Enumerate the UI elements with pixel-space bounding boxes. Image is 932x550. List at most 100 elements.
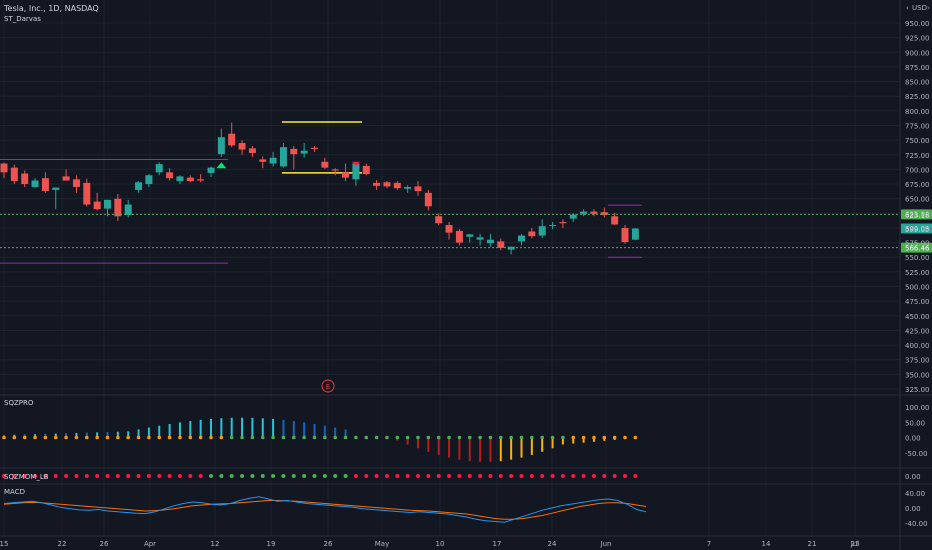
sqzmom-dot xyxy=(12,474,17,478)
candle-body xyxy=(155,164,163,173)
sqzmom-dot xyxy=(198,474,203,478)
sqzmom-dot xyxy=(22,474,27,478)
time-tick-label: May xyxy=(375,540,389,548)
price-tick-label: 500.00 xyxy=(905,284,930,292)
sqzmom-dot xyxy=(291,474,296,478)
price-axis[interactable]: 950.00 925.00 900.00 875.00 850.00 825.00 800.… xyxy=(905,20,930,528)
candle-body xyxy=(528,231,536,237)
earnings-marker-label: E xyxy=(326,383,330,391)
sqzmom-dot xyxy=(447,474,452,478)
sqzmom-dot xyxy=(364,474,369,478)
indicator-title[interactable]: ST_Darvas xyxy=(4,15,41,23)
price-tick-label: 450.00 xyxy=(905,313,930,321)
squeeze-dot xyxy=(374,435,379,440)
macd-line xyxy=(3,496,647,523)
candle-body xyxy=(476,237,484,240)
candle-body xyxy=(83,182,91,205)
squeeze-dot xyxy=(312,435,317,440)
sqzmom-dot xyxy=(571,474,576,478)
sqz-tick-label: 50.00 xyxy=(905,419,925,427)
candle-body xyxy=(621,227,629,243)
price-tick-label: 950.00 xyxy=(905,20,930,28)
price-tick-label: 725.00 xyxy=(905,152,930,160)
time-tick-label: 22 xyxy=(58,540,67,548)
macd-signal-line xyxy=(3,500,647,520)
price-lines: 623.18 599.05 566.46 xyxy=(0,209,932,253)
candle-body xyxy=(207,167,215,173)
sqzmom-dot xyxy=(281,474,286,478)
time-tick-label: Jun xyxy=(600,540,612,548)
candle-body xyxy=(600,212,608,216)
earnings-marker[interactable]: E xyxy=(321,379,335,393)
time-tick-label: 21 xyxy=(808,540,817,548)
signal-markers xyxy=(216,161,360,169)
candle-body xyxy=(0,163,8,173)
sqzmom-title[interactable]: SQZMOM_LB xyxy=(4,473,49,481)
squeeze-dot xyxy=(581,435,586,440)
squeeze-dot xyxy=(12,435,17,440)
price-tick-label: 775.00 xyxy=(905,122,930,130)
candle-body xyxy=(414,186,422,192)
candle-body xyxy=(248,148,256,154)
candle-body xyxy=(342,172,350,178)
currency-label[interactable]: USD xyxy=(912,4,927,12)
time-tick-label: Jul xyxy=(850,540,860,548)
sqzmom-dot xyxy=(177,474,182,478)
squeeze-dot xyxy=(85,435,89,440)
time-tick-label: Apr xyxy=(144,540,156,548)
price-label: 599.05 xyxy=(905,226,930,234)
sqzmom-dot xyxy=(105,474,110,478)
sqzmom-dot xyxy=(581,474,586,478)
squeeze-dot xyxy=(447,435,451,440)
sqzmom-dot xyxy=(405,474,410,478)
sqzmom-dot xyxy=(612,474,617,478)
candle-body xyxy=(611,216,619,225)
price-tick-label: 550.00 xyxy=(905,254,930,262)
squeeze-dot xyxy=(540,435,544,440)
candle-body xyxy=(228,133,236,146)
sqzmom-dot xyxy=(95,474,100,478)
squeeze-dot xyxy=(354,435,358,440)
squeeze-dot xyxy=(64,435,68,440)
candle-body xyxy=(590,211,598,214)
candle-body xyxy=(466,234,474,237)
squeeze-dot xyxy=(416,435,420,440)
candle-body xyxy=(41,178,49,192)
squeeze-dot xyxy=(105,435,110,440)
candle-body xyxy=(197,179,205,181)
squeeze-dot xyxy=(95,435,99,440)
macd-title[interactable]: MACD xyxy=(4,488,25,496)
candle-body xyxy=(631,228,639,240)
symbol-title[interactable]: Tesla, Inc., 1D, NASDAQ xyxy=(3,4,99,13)
sqzmom-dot xyxy=(416,474,420,478)
squeeze-dot xyxy=(488,435,493,440)
price-tick-label: 875.00 xyxy=(905,64,930,72)
time-tick-label: 7 xyxy=(707,540,711,548)
squeeze-dot xyxy=(22,435,27,440)
squeeze-dot xyxy=(188,435,193,440)
squeeze-dot xyxy=(436,435,441,440)
squeeze-dot xyxy=(2,435,6,440)
price-tick-label: 600.00 xyxy=(905,225,930,233)
price-tick-label: 575.00 xyxy=(905,240,930,248)
currency-chevron-icon[interactable]: ‹ xyxy=(906,4,909,12)
sqzmom-dot xyxy=(509,474,514,478)
sqzpro-title[interactable]: SQZPRO xyxy=(4,399,34,407)
price-tick-label: 925.00 xyxy=(905,35,930,43)
squeeze-dot xyxy=(550,435,555,440)
sqzmom-dot xyxy=(43,474,48,478)
squeeze-dot xyxy=(499,435,503,440)
sqzmom-dot xyxy=(146,474,151,478)
candle-body xyxy=(383,182,391,187)
sqzmom-dot xyxy=(333,474,338,478)
sqz-tick-label: 0.00 xyxy=(905,435,921,443)
time-tick-label: 24 xyxy=(548,540,557,548)
sqzmom-dot xyxy=(84,474,89,478)
candle-body xyxy=(290,148,298,155)
price-tick-label: 900.00 xyxy=(905,49,930,57)
squeeze-dot xyxy=(592,435,596,440)
currency-chevron-icon[interactable]: › xyxy=(927,4,930,12)
sqzmom-dot xyxy=(519,474,524,478)
